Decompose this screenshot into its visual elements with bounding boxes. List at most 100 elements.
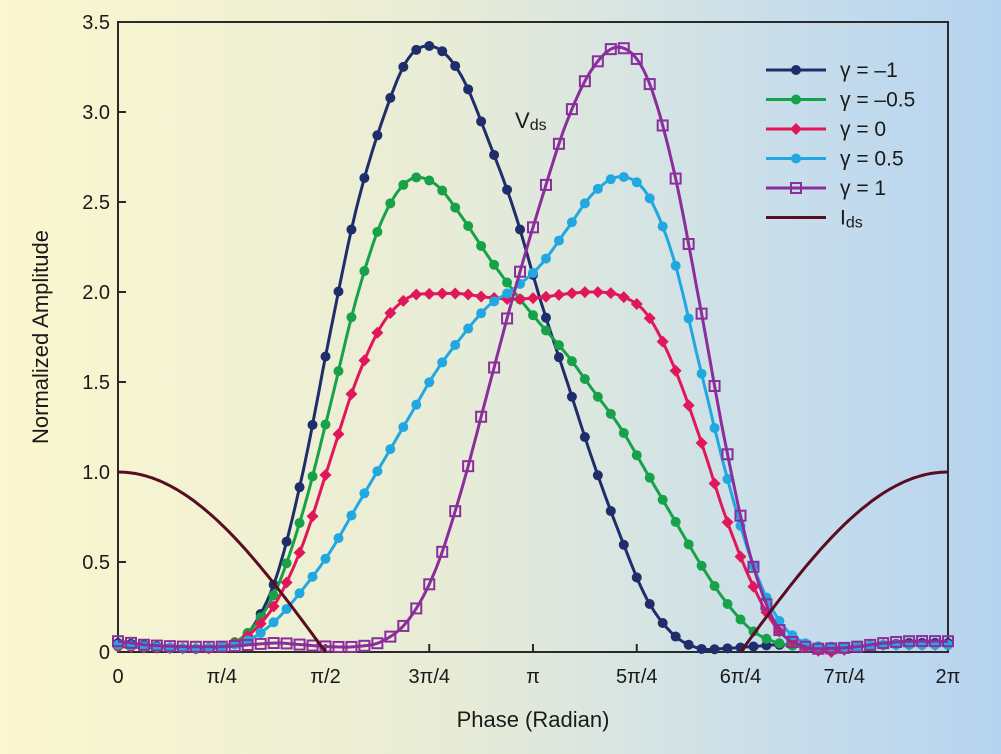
legend-marker [791, 65, 801, 75]
data-point [669, 364, 682, 377]
data-point [463, 323, 474, 334]
data-point [358, 639, 371, 652]
data-point [268, 617, 279, 628]
data-point [320, 351, 331, 362]
data-point [124, 636, 137, 649]
data-point [359, 266, 370, 277]
data-point [774, 638, 785, 649]
data-point [643, 78, 656, 91]
data-point [384, 630, 397, 643]
x-tick-label: 2π [936, 666, 961, 688]
data-point [747, 560, 760, 573]
data-point [539, 178, 552, 191]
data-point [346, 510, 357, 521]
data-point [163, 640, 176, 653]
y-tick-label: 3.5 [82, 12, 110, 34]
data-point [463, 221, 474, 232]
data-point [552, 137, 565, 150]
data-point [734, 550, 747, 563]
legend-label: γ = 0.5 [840, 148, 904, 171]
y-ticks: 0 0.5 1.0 1.5 2.0 2.5 3.0 3.5 [82, 12, 126, 664]
legend-item: γ = –0.5 [766, 89, 915, 112]
vds-annotation-sub: ds [530, 117, 547, 134]
data-point [424, 175, 435, 186]
data-point [267, 637, 280, 650]
data-point [631, 177, 642, 188]
data-point [605, 408, 616, 419]
data-point [450, 60, 461, 71]
data-point [398, 179, 409, 190]
legend-item: γ = 0 [766, 118, 886, 141]
data-point [462, 460, 475, 473]
data-point [398, 61, 409, 72]
data-point [306, 510, 319, 523]
data-point [488, 361, 501, 374]
data-point [410, 288, 423, 301]
data-point [514, 293, 527, 306]
data-point [424, 377, 435, 388]
data-point [437, 185, 448, 196]
data-point [423, 287, 436, 300]
data-point [449, 287, 462, 300]
data-point [371, 637, 384, 650]
data-point [411, 172, 422, 183]
data-point [735, 614, 746, 625]
x-ticks: 0 π/4 π/2 3π/4 π 5π/4 6π/4 7π/4 2π [112, 644, 960, 688]
data-point [617, 42, 630, 55]
ids-line-right [739, 470, 949, 653]
data-point [656, 119, 669, 132]
data-point [838, 641, 851, 654]
data-point [189, 640, 202, 653]
data-point [294, 588, 305, 599]
data-point [371, 326, 384, 339]
data-point [372, 226, 383, 237]
data-point [579, 432, 590, 443]
data-point [903, 635, 916, 648]
data-point [320, 419, 331, 430]
data-point [424, 40, 435, 51]
data-point [618, 539, 629, 550]
data-point [566, 391, 577, 402]
data-point [709, 581, 720, 592]
vds-annotation: Vds [515, 108, 547, 134]
data-point [696, 643, 707, 654]
data-point [657, 221, 668, 232]
series-gamma-4 [112, 42, 954, 655]
data-point [475, 290, 488, 303]
legend-item: γ = 1 [766, 177, 886, 200]
data-point [644, 472, 655, 483]
data-point [709, 422, 720, 433]
y-tick-label: 2.5 [82, 192, 110, 214]
data-point [489, 296, 500, 307]
data-point [553, 352, 564, 363]
legend-marker [791, 94, 801, 105]
data-point [722, 474, 733, 485]
data-point [747, 580, 760, 593]
data-point [254, 617, 267, 630]
data-point [281, 603, 292, 614]
y-tick-label: 3.0 [82, 102, 110, 124]
x-tick-label: π [526, 666, 540, 688]
data-point [255, 627, 266, 638]
data-point [345, 640, 358, 653]
data-point [228, 639, 241, 652]
data-point [528, 310, 538, 321]
data-point [734, 509, 747, 522]
data-point [215, 640, 228, 653]
data-point [241, 638, 254, 651]
legend-label: γ = 1 [840, 177, 886, 200]
data-point [695, 307, 708, 320]
data-point [566, 356, 577, 367]
data-point [565, 103, 578, 116]
data-point [579, 373, 590, 384]
legend-label: γ = 0 [840, 118, 886, 141]
data-point [708, 477, 721, 490]
data-point [630, 298, 643, 311]
data-point [696, 560, 707, 571]
x-tick-label: π/2 [310, 666, 340, 688]
data-point [916, 635, 929, 648]
data-point [319, 469, 332, 482]
data-point [359, 488, 370, 499]
data-point [669, 172, 682, 185]
